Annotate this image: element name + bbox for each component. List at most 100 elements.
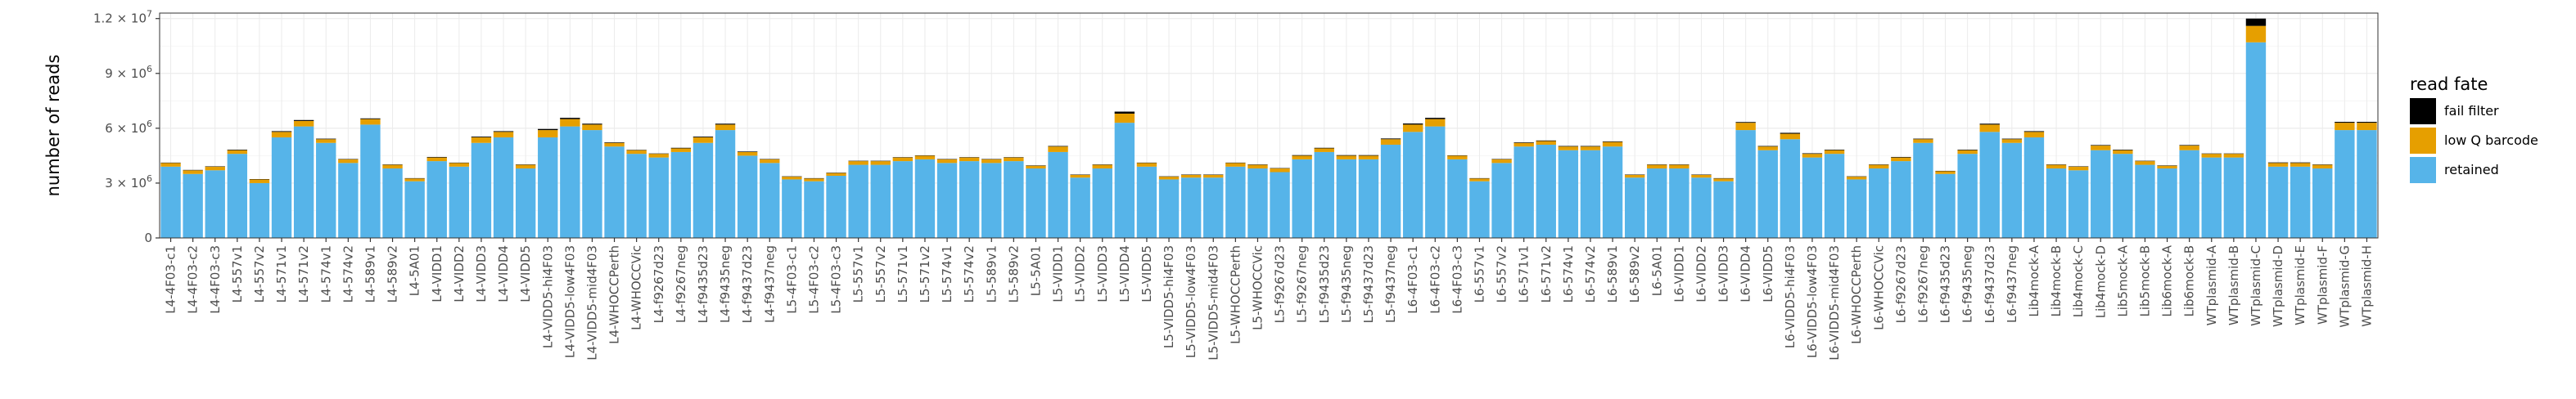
legend-title: read fate bbox=[2410, 74, 2488, 94]
bar-segment-retained bbox=[1691, 177, 1712, 238]
bar-segment-low-Q-barcode bbox=[826, 173, 846, 176]
x-tick-label: L6-VIDD5 bbox=[1761, 245, 1775, 303]
bar-segment-fail-filter bbox=[1558, 146, 1579, 147]
x-tick-label: L4-VIDD5-low4F03 bbox=[562, 245, 577, 358]
x-tick-label: L6-589v2 bbox=[1627, 245, 1642, 303]
bar-segment-fail-filter bbox=[1292, 155, 1312, 156]
x-tick-label: L6-f9435d23 bbox=[1938, 245, 1953, 323]
bar-segment-low-Q-barcode bbox=[2223, 154, 2244, 158]
bar-segment-retained bbox=[692, 142, 714, 238]
bar-segment-retained bbox=[227, 154, 248, 238]
bar-segment-low-Q-barcode bbox=[271, 132, 292, 138]
x-tick-label: L5-4F03-c3 bbox=[829, 245, 844, 314]
x-tick-label: L5-f9435d23 bbox=[1317, 245, 1332, 323]
x-tick-label: L6-f9437d23 bbox=[1983, 245, 1997, 323]
bar-segment-low-Q-barcode bbox=[160, 163, 181, 167]
bar-segment-low-Q-barcode bbox=[1580, 146, 1601, 150]
bar-segment-retained bbox=[1602, 146, 1623, 238]
bar-segment-retained bbox=[1824, 154, 1845, 238]
bar-segment-retained bbox=[1536, 144, 1556, 238]
x-tick-label: L4-574v1 bbox=[318, 245, 333, 303]
y-tick-label: 6 × 106 bbox=[105, 119, 152, 136]
x-tick-label: L6-571v2 bbox=[1539, 245, 1554, 303]
x-tick-label: L6-VIDD2 bbox=[1694, 245, 1708, 303]
x-tick-label: Lib6mock-B bbox=[2182, 245, 2197, 316]
bar-segment-retained bbox=[1136, 166, 1157, 238]
x-tick-label: L6-f9435neg bbox=[1960, 245, 1975, 323]
bar-segment-low-Q-barcode bbox=[959, 157, 980, 162]
bar-segment-low-Q-barcode bbox=[1158, 177, 1180, 180]
bar-segment-low-Q-barcode bbox=[1891, 157, 1911, 162]
bar-segment-retained bbox=[1158, 179, 1180, 238]
bar-segment-low-Q-barcode bbox=[1913, 139, 1933, 143]
x-tick-label: L5-VIDD4 bbox=[1117, 245, 1132, 303]
bar-segment-fail-filter bbox=[2267, 162, 2289, 164]
x-tick-label: L6-VIDD4 bbox=[1739, 245, 1753, 303]
bar-segment-fail-filter bbox=[271, 131, 292, 132]
x-tick-label: Lib4mock-B bbox=[2049, 245, 2064, 316]
x-tick-label: L4-557v1 bbox=[230, 245, 245, 303]
bar-segment-low-Q-barcode bbox=[1802, 154, 1823, 158]
bar-segment-fail-filter bbox=[2023, 131, 2045, 132]
bar-segment-low-Q-barcode bbox=[2179, 146, 2199, 150]
bar-segment-fail-filter bbox=[1314, 147, 1334, 149]
legend-label: low Q barcode bbox=[2444, 132, 2538, 148]
bar-segment-low-Q-barcode bbox=[360, 119, 381, 125]
bar-segment-retained bbox=[760, 163, 780, 238]
bar-segment-low-Q-barcode bbox=[914, 155, 936, 159]
bar-segment-retained bbox=[449, 166, 470, 238]
bar-segment-retained bbox=[2001, 142, 2023, 238]
bar-segment-retained bbox=[2046, 168, 2067, 238]
bar-segment-low-Q-barcode bbox=[227, 150, 248, 155]
bar-segment-low-Q-barcode bbox=[205, 166, 225, 171]
bar-segment-retained bbox=[2335, 130, 2355, 238]
x-tick-label: L5-WHOCCVic bbox=[1250, 245, 1265, 330]
bar-segment-fail-filter bbox=[1336, 155, 1357, 156]
bar-segment-fail-filter bbox=[1780, 132, 1801, 134]
x-tick-label: L5-f9437neg bbox=[1383, 245, 1398, 323]
bar-segment-fail-filter bbox=[2091, 145, 2111, 146]
bar-segment-low-Q-barcode bbox=[1225, 163, 1246, 167]
bar-segment-low-Q-barcode bbox=[582, 124, 602, 131]
x-tick-label: L6-WHOCCPerth bbox=[1849, 245, 1864, 344]
x-tick-label: L6-574v2 bbox=[1583, 245, 1598, 303]
bar-segment-low-Q-barcode bbox=[715, 124, 736, 131]
bar-segment-fail-filter bbox=[1048, 146, 1068, 147]
bar-segment-fail-filter bbox=[560, 118, 580, 119]
bar-segment-low-Q-barcode bbox=[1536, 141, 1556, 145]
bar-segment-retained bbox=[1447, 159, 1468, 238]
bar-segment-retained bbox=[2312, 168, 2333, 238]
x-tick-label: L6-5A01 bbox=[1649, 245, 1664, 296]
bar-segment-low-Q-barcode bbox=[981, 159, 1002, 164]
bar-segment-fail-filter bbox=[737, 151, 758, 152]
legend-key bbox=[2410, 98, 2436, 124]
bar-segment-low-Q-barcode bbox=[1669, 164, 1690, 169]
x-tick-label: L6-574v1 bbox=[1561, 245, 1576, 303]
bar-segment-low-Q-barcode bbox=[1292, 155, 1312, 159]
bar-segment-retained bbox=[2223, 157, 2244, 238]
bar-segment-low-Q-barcode bbox=[1935, 171, 1956, 174]
bar-segment-fail-filter bbox=[670, 147, 692, 149]
bar-segment-fail-filter bbox=[1514, 142, 1534, 143]
bar-segment-fail-filter bbox=[316, 138, 336, 140]
bar-segment-retained bbox=[2357, 130, 2377, 238]
bar-segment-low-Q-barcode bbox=[1514, 142, 1534, 147]
x-tick-label: L5-571v1 bbox=[896, 245, 910, 303]
bar-segment-retained bbox=[2245, 42, 2267, 239]
bar-segment-low-Q-barcode bbox=[2357, 123, 2377, 131]
bar-segment-fail-filter bbox=[1602, 141, 1623, 142]
x-tick-label: WTplasmid-G bbox=[2337, 245, 2352, 328]
bar-segment-retained bbox=[316, 142, 336, 238]
bar-segment-low-Q-barcode bbox=[2312, 164, 2333, 169]
x-tick-label: L4-571v2 bbox=[296, 245, 311, 303]
plot-panel-border bbox=[159, 12, 2379, 239]
bar-segment-low-Q-barcode bbox=[1247, 164, 1268, 169]
bar-segment-retained bbox=[1026, 168, 1046, 238]
bar-segment-fail-filter bbox=[1380, 138, 1401, 140]
bar-segment-fail-filter bbox=[582, 123, 602, 125]
x-tick-label: L4-VIDD1 bbox=[430, 245, 444, 303]
bar-segment-retained bbox=[1802, 157, 1823, 238]
x-tick-label: WTplasmid-C bbox=[2249, 245, 2263, 326]
bar-segment-low-Q-barcode bbox=[1380, 139, 1401, 145]
bar-segment-low-Q-barcode bbox=[626, 150, 647, 155]
